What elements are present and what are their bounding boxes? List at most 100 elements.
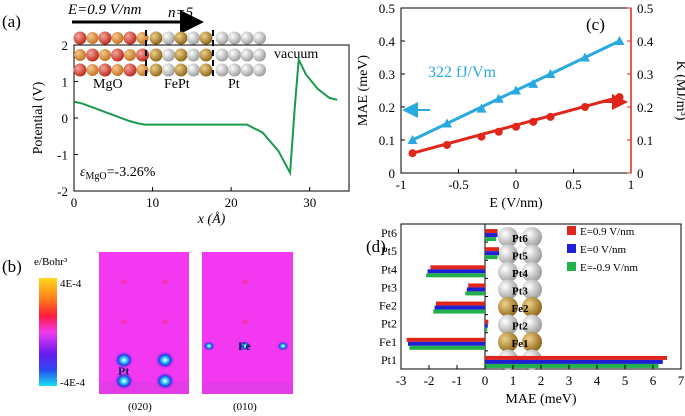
y-tick-label: -1: [57, 148, 68, 163]
iron-atom: [174, 63, 188, 77]
oxygen-atom: [123, 31, 137, 45]
bar: [406, 337, 485, 342]
mae-point: [528, 78, 539, 88]
y-tick-label: 0.4: [379, 34, 396, 49]
iron-atom: [199, 31, 213, 45]
bar: [433, 309, 485, 314]
region-label-vacuum: vacuum: [274, 47, 318, 62]
platinum-atom: [498, 279, 518, 300]
x-tick-label: 1: [628, 177, 635, 192]
legend-label: E=0.9 V/nm: [580, 226, 635, 238]
slab-atom-label: Pt5: [512, 251, 528, 263]
iron-atom: [149, 31, 163, 45]
k-point: [615, 93, 624, 102]
platinum-atom: [522, 227, 542, 247]
x-tick-label: 10: [146, 195, 159, 210]
platinum-atom: [253, 63, 266, 77]
charge-map-010: Fe: [202, 252, 293, 394]
x-axis-label: x (Å): [197, 211, 226, 227]
platinum-atom: [215, 48, 229, 62]
magnesium-atom: [99, 49, 111, 61]
platinum-atom: [240, 48, 254, 62]
panel-a: (a) E=0.9 V/nm n=5 MgO FePt Pt vacuum -2…: [2, 2, 350, 227]
platinum-atom: [498, 262, 518, 282]
k-point: [546, 112, 555, 121]
k-point: [581, 103, 589, 111]
k-point: [512, 122, 520, 131]
bar: [485, 237, 497, 242]
magnesium-atom: [111, 32, 124, 44]
platinum-atom: [240, 31, 254, 45]
atom-label-pt: Pt: [118, 364, 129, 378]
x-tick-label: -0.5: [448, 177, 469, 192]
platinum-atom: [162, 48, 175, 62]
colorbar-max-label: 4E-4: [60, 278, 82, 290]
platinum-atom: [253, 31, 266, 45]
bar: [485, 251, 499, 256]
oxygen-atom: [111, 48, 124, 62]
panel-a-label: (a): [2, 12, 21, 31]
bar: [485, 233, 498, 238]
legend-swatch: [567, 226, 576, 235]
platinum-atom: [522, 279, 542, 300]
colorbar-title: e/Bohr³: [34, 256, 68, 268]
field-label: E=0.9 V/nm: [67, 2, 142, 18]
x-tick-label: -3: [396, 373, 407, 388]
mae-point: [407, 135, 418, 144]
epsilon-annotation: εMgO=-3.26%: [80, 165, 156, 182]
oxygen-atom: [73, 31, 87, 45]
platinum-atom: [228, 31, 241, 45]
x-tick-label: 0: [71, 195, 78, 210]
x-tick-label: -1: [396, 177, 407, 192]
x-tick-label: 0: [513, 177, 520, 192]
category-label: Fe2: [379, 299, 397, 313]
y-axis-label: MAE (meV): [356, 55, 371, 126]
x-tick-label: 5: [622, 373, 629, 388]
y-right-tick-label: 0: [637, 166, 644, 181]
y-tick-label: 2: [62, 38, 69, 53]
y-tick-label: -2: [57, 184, 68, 199]
mae-point: [442, 118, 452, 128]
platinum-atom: [215, 63, 229, 77]
y-right-tick-label: 0.3: [637, 67, 653, 82]
potential-line: [73, 55, 338, 177]
bar: [409, 345, 485, 350]
k-point: [408, 149, 417, 158]
n-label: n=5: [168, 5, 194, 21]
x-axis-label: E (V/nm): [489, 196, 543, 211]
bar: [485, 363, 659, 368]
bar: [485, 327, 488, 332]
platinum-atom: [522, 244, 542, 265]
map-label-020: (020): [128, 401, 152, 413]
slab-atom-label: Pt3: [512, 286, 528, 298]
y-right-tick-label: 0.4: [637, 34, 654, 49]
platinum-atom: [240, 63, 254, 77]
y-tick-label: 0: [62, 111, 69, 126]
atom-structure: [73, 31, 266, 77]
oxygen-atom: [123, 63, 137, 77]
charge-map-020: Pt: [99, 252, 189, 394]
platinum-atom: [187, 48, 200, 62]
bar: [485, 319, 489, 324]
x-tick-label: 20: [225, 195, 238, 210]
iron-atom: [174, 48, 188, 62]
region-label-fept: FePt: [164, 77, 190, 92]
platinum-atom: [253, 48, 266, 62]
bar: [485, 359, 663, 364]
oxygen-atom: [73, 63, 87, 77]
y-right-tick-label: 0.5: [637, 1, 653, 16]
iron-atom: [522, 332, 542, 352]
platinum-atom: [162, 63, 175, 77]
panel-b-label: (b): [2, 257, 22, 276]
category-label: Pt2: [381, 317, 397, 331]
region-label-mgo: MgO: [93, 77, 123, 92]
k-point: [477, 132, 486, 141]
bar: [485, 229, 498, 234]
category-label: Pt1: [381, 353, 397, 367]
mae-point: [580, 52, 590, 62]
mae-point: [614, 36, 625, 45]
iron-atom: [149, 48, 163, 62]
